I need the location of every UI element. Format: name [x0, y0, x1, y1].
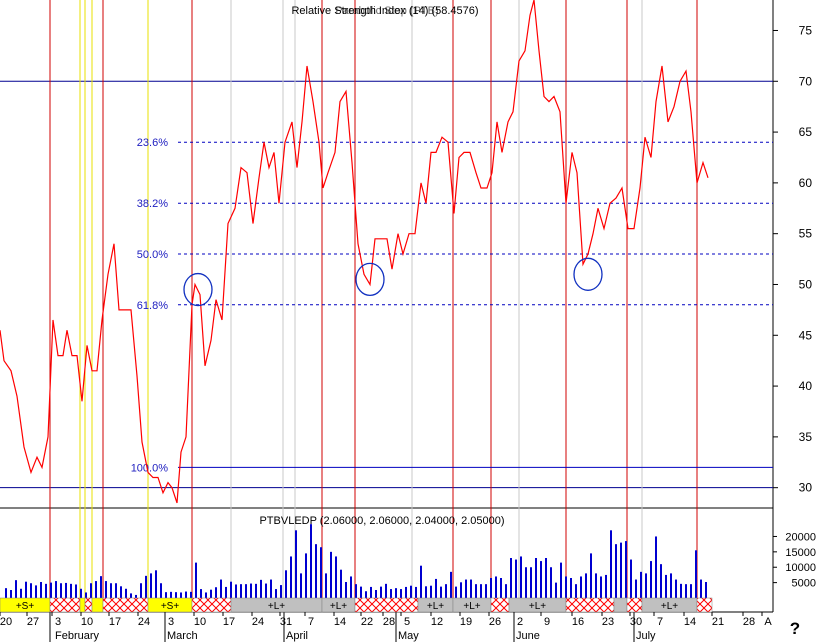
- vertical-markers: [49, 0, 698, 612]
- volume-tick-label-10000: 10000: [785, 562, 816, 574]
- day-label: 2: [517, 616, 523, 628]
- price-tick-label-35: 35: [799, 430, 813, 444]
- signal-segment: [79, 597, 86, 613]
- month-label: July: [636, 630, 656, 642]
- signal-segment: [626, 597, 643, 613]
- day-label: 28: [383, 616, 395, 628]
- signal-segment: [565, 597, 615, 613]
- signal-label: +S+: [161, 601, 180, 612]
- volume-tick-label-5000: 5000: [792, 578, 816, 590]
- signal-label: +L+: [661, 601, 678, 612]
- volume-title: PTBVLEDP (2.06000, 2.06000, 2.04000, 2.0…: [259, 515, 504, 527]
- signal-segment: [354, 597, 419, 613]
- chart-title-overlap: Parabolic Stop (PTB): [335, 5, 438, 17]
- price-tick-label-70: 70: [799, 74, 813, 88]
- day-label: 3: [55, 616, 61, 628]
- signal-segment: [191, 597, 232, 613]
- fib-label-38-2pct: 38.2%: [137, 198, 168, 210]
- signal-segment: [613, 597, 628, 613]
- day-label: 19: [460, 616, 472, 628]
- highlight-circle: [573, 257, 603, 291]
- price-tick-label-40: 40: [799, 379, 813, 393]
- day-label: 14: [684, 616, 696, 628]
- fib-label-50-0pct: 50.0%: [137, 249, 168, 261]
- price-tick-label-50: 50: [799, 277, 813, 291]
- price-axis: 30 35 40 45 50 55 60 65 70 75: [773, 23, 813, 495]
- day-label: 23: [602, 616, 614, 628]
- day-label: 10: [194, 616, 206, 628]
- fibonacci-levels: 0.0% 23.6% 38.2% 50.0% 61.8% 100.0%: [131, 0, 773, 474]
- day-label: 10: [81, 616, 93, 628]
- day-label: 3: [168, 616, 174, 628]
- day-label: 17: [223, 616, 235, 628]
- day-label: 28: [743, 616, 755, 628]
- volume-panel: 5000 10000 15000 20000: [5, 524, 816, 598]
- month-label: May: [398, 630, 419, 642]
- signal-segment: [49, 597, 81, 613]
- signal-label: +L+: [463, 601, 480, 612]
- fib-label-100-0pct: 100.0%: [131, 462, 169, 474]
- day-label: 21: [712, 616, 724, 628]
- signal-strip: +S+ +S+ +L+ +L+ +L+ +L+ +L+ +L+: [0, 597, 713, 613]
- day-label: 31: [280, 616, 292, 628]
- signal-segment: [696, 597, 713, 613]
- day-label: 24: [252, 616, 264, 628]
- highlight-circles: [183, 257, 603, 307]
- signal-label: +L+: [268, 601, 285, 612]
- day-label: 26: [489, 616, 501, 628]
- day-label: A: [764, 616, 772, 628]
- rsi-line: [0, 0, 709, 504]
- help-icon[interactable]: ?: [790, 619, 800, 638]
- signal-segment: [490, 597, 510, 613]
- day-label: 7: [657, 616, 663, 628]
- day-label: 5: [404, 616, 410, 628]
- rsi-series: [0, 0, 709, 504]
- signal-segment: [84, 597, 93, 613]
- price-tick-label-55: 55: [799, 227, 813, 241]
- day-label: 9: [544, 616, 550, 628]
- month-label: March: [167, 630, 198, 642]
- volume-tick-label-15000: 15000: [785, 547, 816, 559]
- highlight-circle: [183, 272, 213, 307]
- day-label: 16: [572, 616, 584, 628]
- fib-label-0-0pct: 0.0%: [143, 0, 168, 2]
- month-label: April: [286, 630, 308, 642]
- signal-label: +S+: [16, 601, 35, 612]
- fib-label-23-6pct: 23.6%: [137, 137, 168, 149]
- day-label: 17: [109, 616, 121, 628]
- price-tick-label-65: 65: [799, 125, 813, 139]
- day-label: 12: [431, 616, 443, 628]
- price-tick-label-75: 75: [799, 23, 813, 37]
- day-label: 30: [630, 616, 642, 628]
- day-label: 22: [361, 616, 373, 628]
- month-label: February: [55, 630, 100, 642]
- signal-label: +L+: [529, 601, 546, 612]
- signal-segment: [91, 597, 104, 613]
- signal-label: +L+: [427, 601, 444, 612]
- day-label: 14: [334, 616, 346, 628]
- price-tick-label-45: 45: [799, 328, 813, 342]
- fib-label-61-8pct: 61.8%: [137, 300, 168, 312]
- volume-tick-label-20000: 20000: [785, 531, 816, 543]
- chart-title: Relative Strength Index (14) (58.4576): [291, 5, 478, 17]
- month-label: June: [516, 630, 540, 642]
- price-tick-label-60: 60: [799, 176, 813, 190]
- highlight-circle: [355, 262, 385, 297]
- day-label: 24: [138, 616, 150, 628]
- signal-label: +L+: [330, 601, 347, 612]
- date-axis: 20 27 3 10 17 24 3 10 17 24 31 7 14 22 28 5 12 19 26 2 9 16 23…: [0, 612, 772, 642]
- day-label: 7: [308, 616, 314, 628]
- day-label: 20: [0, 616, 12, 628]
- signal-segment: [102, 597, 149, 613]
- price-tick-label-30: 30: [799, 481, 813, 495]
- day-label: 27: [27, 616, 39, 628]
